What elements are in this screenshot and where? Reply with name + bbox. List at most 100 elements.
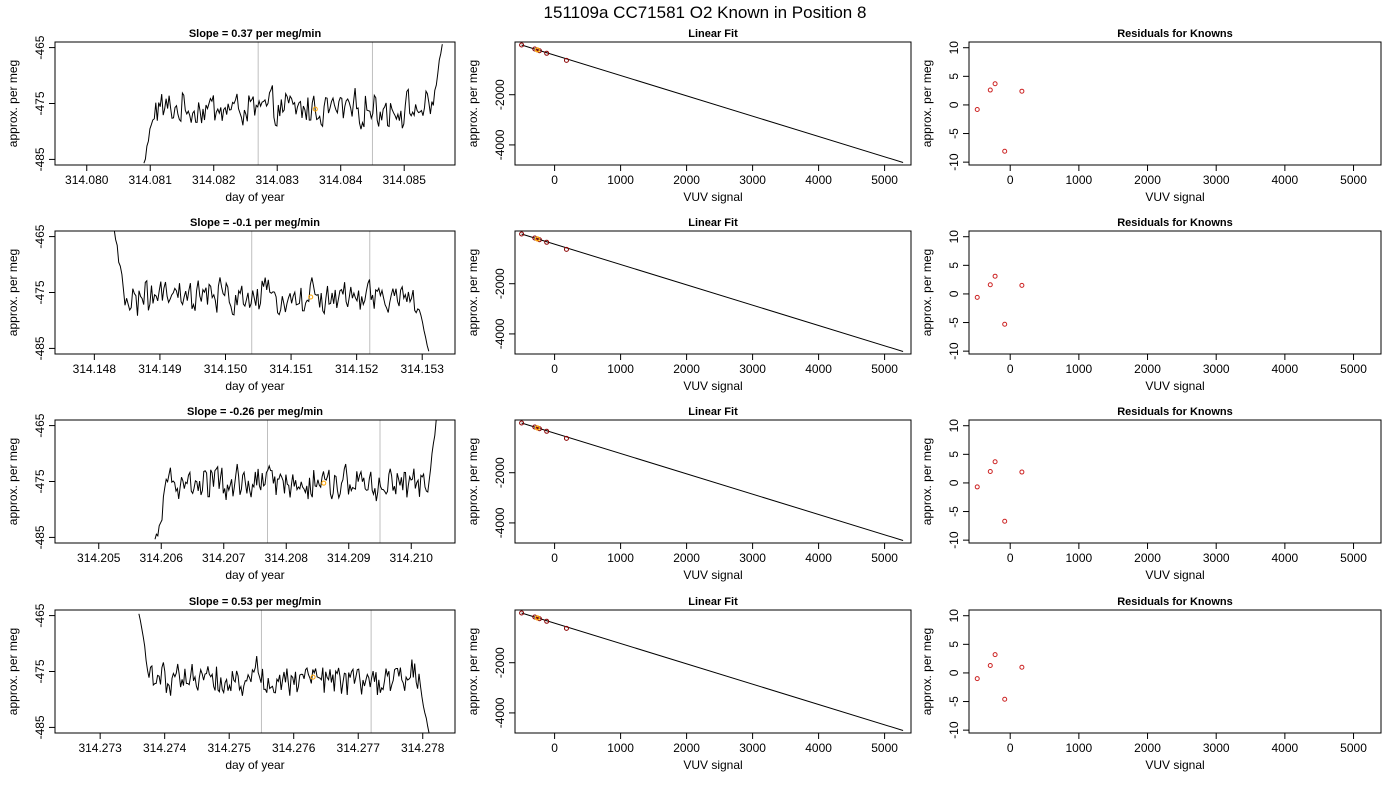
panel-title: Slope = -0.1 per meg/min [190, 217, 320, 229]
y-tick-label: -5 [947, 317, 961, 328]
y-tick-label: -465 [33, 603, 47, 627]
plot-area [143, 42, 443, 165]
x-tick-label: 314.151 [269, 362, 313, 376]
y-tick-label: -2000 [493, 268, 507, 299]
x-tick-label: 3000 [1203, 551, 1230, 565]
x-tick-label: 0 [551, 362, 558, 376]
x-axis-label: day of year [225, 190, 284, 204]
plot-frame [968, 230, 1382, 355]
x-tick-label: 314.148 [73, 362, 117, 376]
sample-marker [308, 294, 314, 300]
x-tick-label: 0 [551, 551, 558, 565]
x-tick-label: 314.082 [192, 173, 236, 187]
y-tick-label: -465 [33, 413, 47, 437]
known-point [544, 618, 550, 624]
x-tick-label: 314.081 [129, 173, 173, 187]
y-tick-label: -2000 [493, 647, 507, 678]
residual-point [987, 87, 993, 93]
known-point [563, 246, 569, 252]
x-tick-label: 5000 [871, 362, 898, 376]
fit-line [521, 612, 904, 731]
plot-area [519, 42, 904, 163]
y-tick-label: -5 [947, 506, 961, 517]
known-point [532, 235, 538, 241]
plot-area [974, 459, 1025, 524]
fit-line [521, 233, 904, 352]
x-tick-label: 314.149 [138, 362, 182, 376]
x-tick-label: 314.274 [143, 741, 187, 755]
residual-point [987, 282, 993, 288]
y-axis-label: approx. per meg [6, 60, 20, 147]
y-tick-label: -10 [947, 721, 961, 739]
x-tick-label: 3000 [1203, 741, 1230, 755]
fit-panel-1: Linear Fit 0 1000 2000 3000 4000 5000 -2000 -400… [466, 28, 912, 204]
x-tick-label: 2000 [673, 362, 700, 376]
y-axis-label: approx. per meg [466, 438, 480, 525]
y-tick-label: -475 [33, 280, 47, 304]
known-point [563, 57, 569, 63]
x-tick-label: 5000 [1340, 741, 1367, 755]
x-tick-label: 314.209 [327, 551, 371, 565]
sample-point [534, 425, 541, 431]
x-tick-label: 314.080 [65, 173, 109, 187]
y-tick-label: 0 [947, 290, 961, 297]
x-tick-label: 3000 [1203, 362, 1230, 376]
trace-panel-2: Slope = -0.1 per meg/min 314.148 314.149 31… [6, 217, 456, 393]
plot-area [113, 231, 430, 354]
plot-frame [514, 230, 912, 355]
residuals-panel-1: Residuals for Knowns 0 1000 2000 3000 4000 500… [920, 28, 1382, 204]
x-tick-label: 314.207 [202, 551, 246, 565]
y-tick-label: -485 [33, 715, 47, 739]
known-point [519, 420, 525, 426]
x-axis-label: VUV signal [683, 190, 742, 204]
fit-panel-2: Linear Fit 0 1000 2000 3000 4000 5000 -2000 -400… [466, 217, 912, 393]
x-tick-label: 5000 [871, 741, 898, 755]
x-axis-label: VUV signal [1145, 190, 1204, 204]
sample-marker [310, 674, 316, 680]
x-tick-label: 5000 [1340, 362, 1367, 376]
y-axis-label: approx. per meg [6, 438, 20, 525]
trace-line [113, 231, 430, 352]
y-tick-label: -10 [947, 153, 961, 171]
sample-marker [321, 480, 327, 486]
y-tick-label: -4000 [493, 129, 507, 160]
residual-point [1002, 518, 1008, 524]
trace-panel-4: Slope = 0.53 per meg/min 314.273 314.274 31… [6, 596, 456, 772]
panel-title: Linear Fit [688, 28, 738, 40]
trace-line [138, 613, 430, 733]
y-tick-label: 10 [947, 41, 961, 55]
plot-frame [54, 41, 456, 166]
x-tick-label: 4000 [1272, 741, 1299, 755]
y-tick-label: 10 [947, 609, 961, 623]
x-tick-label: 3000 [739, 362, 766, 376]
x-axis-label: day of year [225, 568, 284, 582]
plot-area [154, 420, 437, 543]
x-tick-label: 4000 [805, 741, 832, 755]
x-axis-label: day of year [225, 379, 284, 393]
residual-point [992, 273, 998, 279]
x-tick-label: 0 [1007, 551, 1014, 565]
x-tick-label: 5000 [1340, 173, 1367, 187]
panel-title: Linear Fit [688, 217, 738, 229]
panel-title: Slope = -0.26 per meg/min [187, 406, 323, 418]
residual-point [1019, 469, 1025, 475]
plot-area [519, 231, 904, 352]
known-point [544, 50, 550, 56]
x-tick-label: 314.277 [337, 741, 381, 755]
x-axis-label: VUV signal [1145, 568, 1204, 582]
x-tick-label: 0 [551, 173, 558, 187]
y-tick-label: 5 [947, 262, 961, 269]
residual-point [992, 81, 998, 87]
x-tick-label: 1000 [1066, 551, 1093, 565]
trace-panel-1: Slope = 0.37 per meg/min 314.080 314.081 31… [6, 28, 456, 204]
known-point [563, 435, 569, 441]
x-tick-label: 314.276 [272, 741, 316, 755]
x-tick-label: 5000 [871, 173, 898, 187]
x-tick-label: 314.278 [401, 741, 445, 755]
y-axis-label: approx. per meg [6, 628, 20, 715]
x-tick-label: 2000 [673, 551, 700, 565]
panel-title: Slope = 0.53 per meg/min [189, 596, 322, 608]
panel-title: Linear Fit [688, 596, 738, 608]
plot-area [519, 420, 904, 541]
plot-frame [968, 41, 1382, 166]
